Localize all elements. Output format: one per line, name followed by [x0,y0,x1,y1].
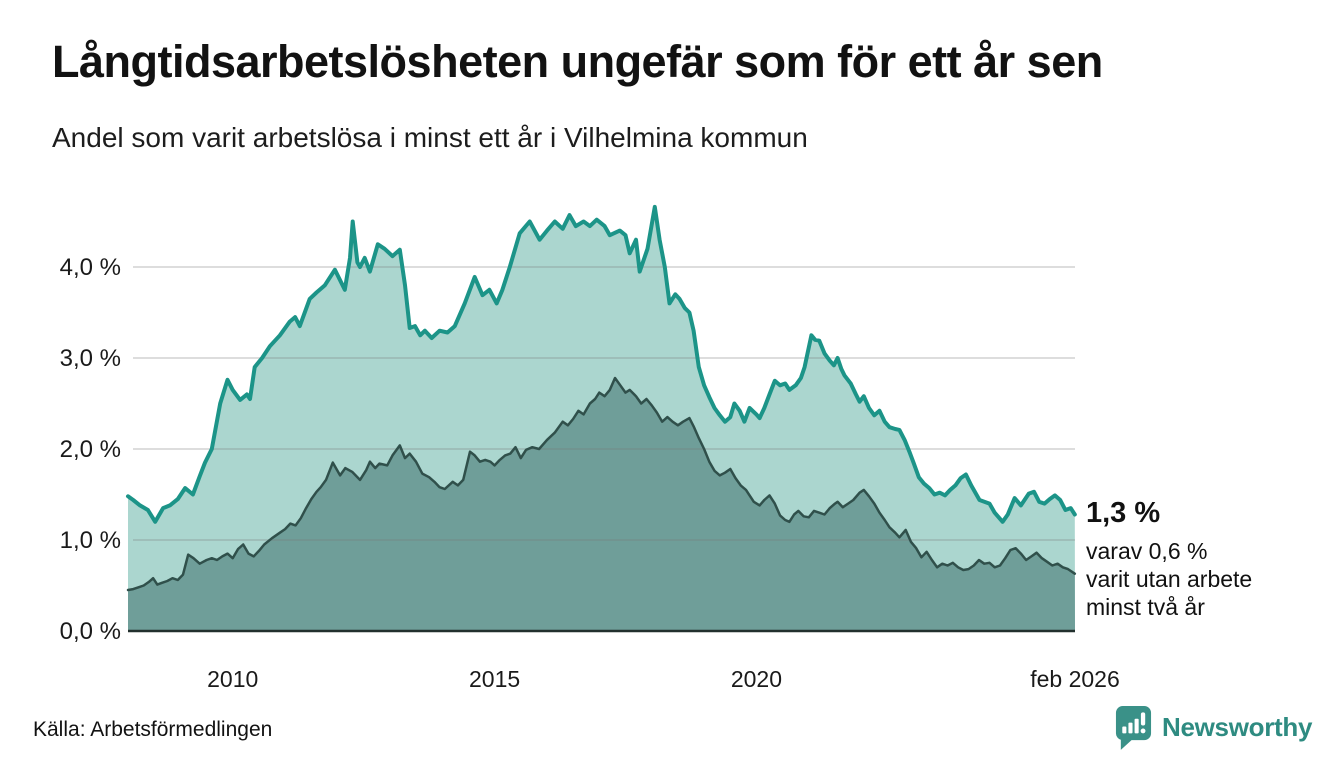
annotation-line: minst två år [1086,594,1205,620]
annotation-line: varit utan arbete [1086,566,1253,592]
source-credit: Källa: Arbetsförmedlingen [33,718,273,741]
page-title: Långtidsarbetslösheten ungefär som för e… [52,36,1103,87]
newsworthy-chart-bubble-icon [1115,706,1152,750]
x-axis-tick-label: 2015 [469,666,520,692]
x-axis-tick-label: feb 2026 [1030,666,1120,692]
annotation-line: varav 0,6 % [1086,538,1208,564]
y-axis-tick-label: 2,0 % [60,436,121,463]
latest-value-label: 1,3 % [1086,497,1161,529]
x-axis-tick-label: 2010 [207,666,258,692]
arbetslosa-minst-ett-ar-line [126,204,1077,524]
y-axis-tick-label: 0,0 % [60,618,121,645]
y-axis-tick-label: 4,0 % [60,254,121,281]
utan-arbete-minst-tva-ar-area [128,378,1075,631]
newsworthy-logo: Newsworthy [1114,704,1312,751]
x-axis-tick-label: 2020 [731,666,782,692]
utan-arbete-minst-tva-ar-line [126,376,1077,592]
newsworthy-logo-text: Newsworthy [1162,712,1313,742]
page-subtitle: Andel som varit arbetslösa i minst ett å… [52,122,808,153]
y-axis-tick-label: 3,0 % [60,345,121,372]
y-axis-tick-label: 1,0 % [60,527,121,554]
latest-value-annotation: 1,3 % varav 0,6 % varit utan arbete mins… [1086,497,1336,621]
